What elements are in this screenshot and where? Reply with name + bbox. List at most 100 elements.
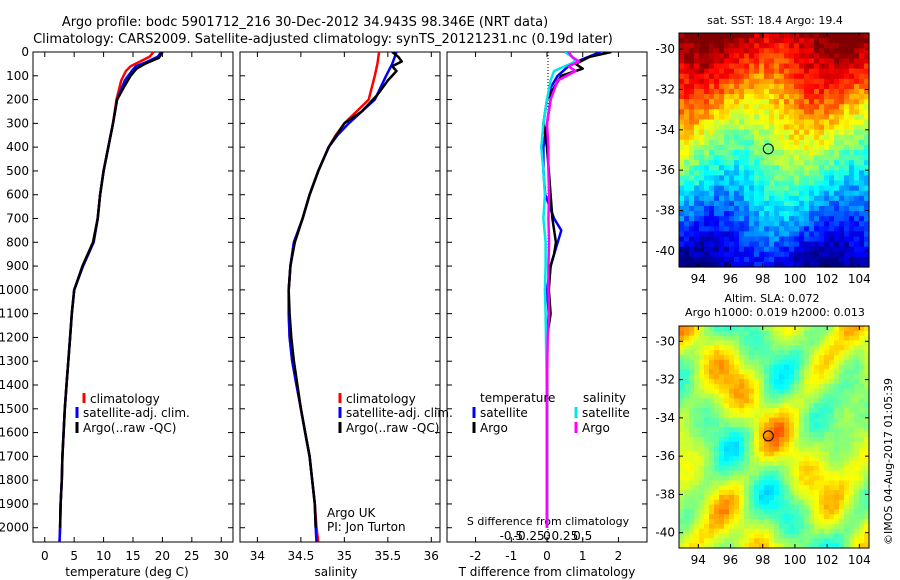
heatmap-cell — [734, 175, 740, 182]
heatmap-cell — [689, 519, 695, 525]
heatmap-cell — [779, 432, 785, 438]
heatmap-cell — [794, 170, 800, 177]
heatmap-cell — [814, 139, 820, 146]
heatmap-cell — [784, 165, 790, 171]
heatmap-cell — [834, 398, 840, 404]
heatmap-cell — [829, 251, 835, 258]
heatmap-cell — [829, 350, 835, 356]
heatmap-cell — [809, 221, 815, 227]
heatmap-cell — [719, 109, 725, 115]
heatmap-cell — [784, 43, 790, 49]
heatmap-cell — [819, 374, 825, 380]
heatmap-cell — [859, 543, 865, 549]
heatmap-cell — [729, 129, 735, 136]
heatmap-cell — [709, 451, 715, 457]
heatmap-cell — [849, 99, 855, 105]
heatmap-cell — [744, 160, 750, 166]
heatmap-cell — [839, 104, 845, 110]
heatmap-cell — [859, 38, 865, 44]
heatmap-cell — [759, 393, 765, 399]
heatmap-cell — [754, 345, 760, 351]
heatmap-cell — [709, 398, 715, 404]
heatmap-cell — [744, 211, 750, 217]
heatmap-cell — [724, 33, 730, 39]
heatmap-cell — [759, 354, 765, 361]
heatmap-cell — [779, 160, 785, 166]
heatmap-cell — [814, 499, 820, 506]
heatmap-cell — [799, 246, 805, 253]
heatmap-cell — [729, 246, 735, 253]
lon-tick-label: 104 — [848, 272, 871, 286]
heatmap-cell — [779, 109, 785, 115]
heatmap-cell — [794, 129, 800, 136]
heatmap-cell — [824, 528, 830, 535]
heatmap-cell — [689, 494, 695, 501]
heatmap-cell — [794, 393, 800, 399]
heatmap-cell — [739, 417, 745, 424]
heatmap-cell — [864, 211, 870, 217]
heatmap-cell — [754, 364, 760, 371]
heatmap-cell — [739, 236, 745, 243]
heatmap-cell — [829, 155, 835, 161]
heatmap-cell — [784, 99, 790, 105]
heatmap-cell — [859, 422, 865, 428]
t-difference-axis-label: T difference from climatology — [458, 565, 636, 579]
heatmap-cell — [864, 119, 870, 126]
heatmap-cell — [839, 175, 845, 182]
heatmap-cell — [694, 236, 700, 243]
heatmap-cell — [689, 514, 695, 520]
heatmap-cell — [864, 58, 870, 65]
heatmap-cell — [799, 38, 805, 44]
heatmap-cell — [739, 504, 745, 510]
heatmap-cell — [704, 350, 710, 356]
heatmap-cell — [854, 345, 860, 351]
x-tick-label: -1 — [505, 549, 517, 563]
heatmap-cell — [774, 119, 780, 126]
heatmap-cell — [734, 417, 740, 424]
heatmap-cell — [824, 185, 830, 192]
heatmap-cell — [684, 379, 690, 385]
heatmap-cell — [834, 58, 840, 65]
heatmap-cell — [854, 533, 860, 539]
heatmap-cell — [824, 475, 830, 482]
heatmap-cell — [684, 251, 690, 258]
heatmap-cell — [834, 195, 840, 202]
heatmap-cell — [704, 150, 710, 156]
heatmap-cell — [714, 216, 720, 222]
heatmap-cell — [794, 528, 800, 535]
heatmap-cell — [809, 150, 815, 156]
heatmap-cell — [769, 350, 775, 356]
x-tick-label: 20 — [155, 549, 170, 563]
heatmap-cell — [734, 43, 740, 49]
heatmap-cell — [719, 408, 725, 414]
heatmap-cell — [739, 165, 745, 171]
heatmap-cell — [689, 470, 695, 477]
x-tick-label: -2 — [470, 549, 482, 563]
heatmap-cell — [744, 68, 750, 75]
heatmap-cell — [724, 533, 730, 539]
heatmap-cell — [774, 251, 780, 258]
heatmap-cell — [849, 251, 855, 258]
heatmap-cell — [714, 185, 720, 192]
heatmap-cell — [764, 398, 770, 404]
heatmap-cell — [784, 480, 790, 486]
heatmap-cell — [814, 236, 820, 243]
heatmap-cell — [774, 432, 780, 438]
heatmap-cell — [829, 422, 835, 428]
heatmap-cell — [739, 441, 745, 448]
heatmap-cell — [714, 58, 720, 65]
heatmap-cell — [689, 216, 695, 222]
heatmap-cell — [784, 78, 790, 85]
heatmap-cell — [779, 369, 785, 375]
heatmap-cell — [679, 461, 685, 467]
heatmap-cell — [709, 73, 715, 80]
heatmap-cell — [684, 48, 690, 54]
heatmap-cell — [679, 261, 685, 268]
heatmap-cell — [809, 68, 815, 75]
heatmap-cell — [744, 43, 750, 49]
heatmap-cell — [709, 465, 715, 472]
heatmap-cell — [794, 456, 800, 462]
heatmap-cell — [679, 88, 685, 95]
heatmap-cell — [754, 246, 760, 253]
heatmap-cell — [694, 155, 700, 161]
